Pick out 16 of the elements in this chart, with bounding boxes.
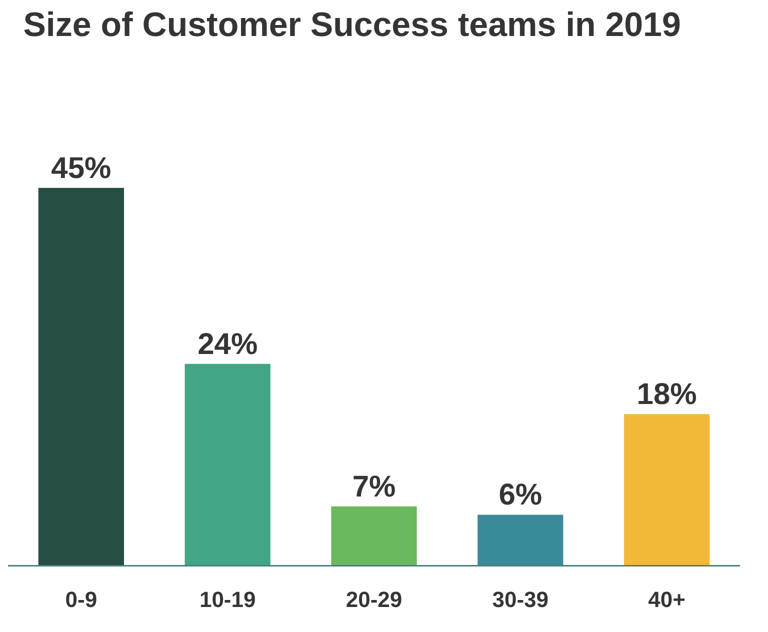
data-label: 24% <box>198 328 258 361</box>
bar <box>331 506 417 565</box>
bar <box>38 188 124 565</box>
x-tick-label: 10-19 <box>199 586 256 612</box>
x-tick-label: 40+ <box>648 586 686 612</box>
bar <box>184 364 270 565</box>
bar <box>624 414 710 565</box>
data-label: 6% <box>498 478 542 512</box>
data-label: 18% <box>636 378 697 412</box>
data-label: 7% <box>352 470 396 504</box>
x-tick-label: 20-29 <box>346 586 402 612</box>
bar <box>478 514 564 565</box>
x-tick-label: 30-39 <box>492 586 549 612</box>
data-label: 45% <box>51 152 112 185</box>
x-tick-label: 0-9 <box>65 586 98 612</box>
chart-title: Size of Customer Success teams in 2019 <box>23 6 681 44</box>
